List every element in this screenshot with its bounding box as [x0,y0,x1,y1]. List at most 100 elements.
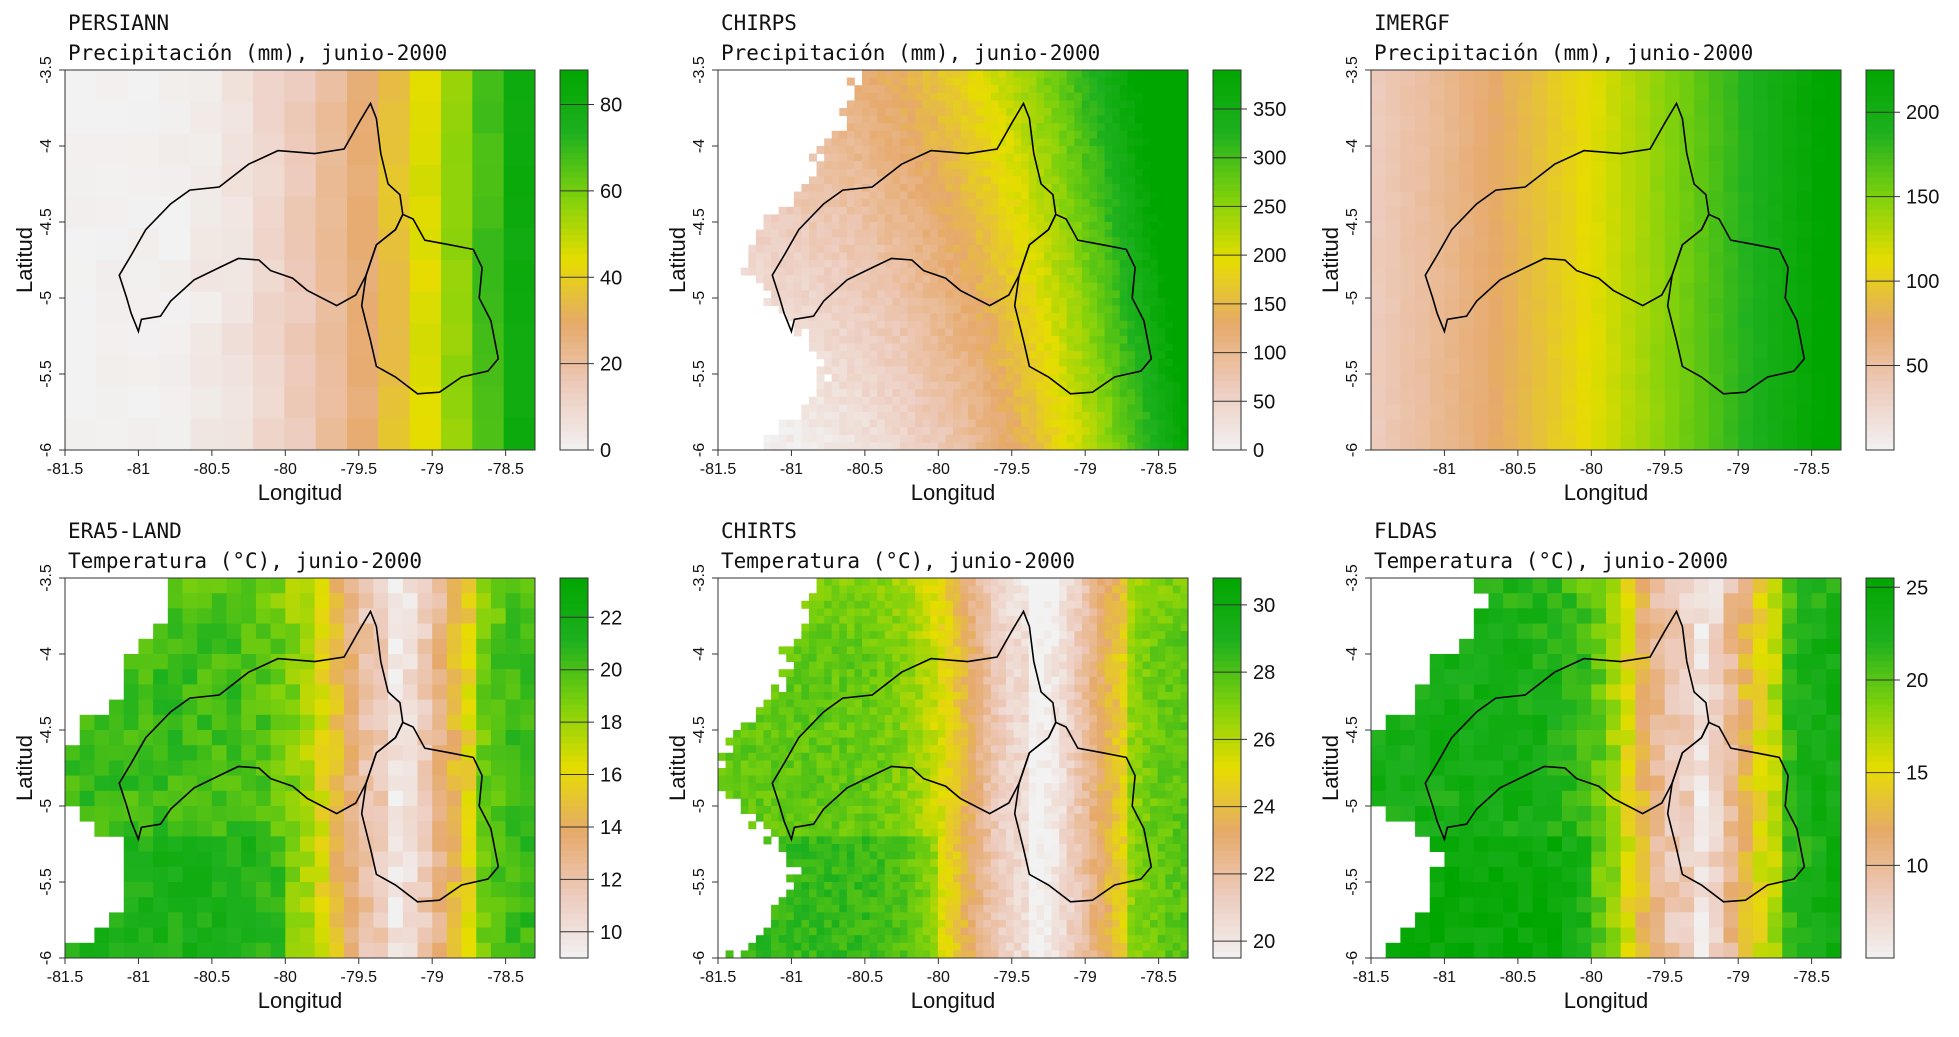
raster-cell [1089,100,1098,109]
raster-cell [253,101,285,134]
raster-cell [869,260,878,268]
raster-cell [1157,366,1166,375]
raster-cell [983,100,992,109]
raster-cell [190,291,223,324]
raster-cell [869,70,878,78]
raster-cell [1013,252,1022,261]
raster-cell [1561,161,1578,177]
raster-cell [1134,70,1143,78]
raster-cell [255,714,272,731]
raster-cell [1826,161,1842,177]
raster-cell [1679,434,1695,451]
raster-cell [123,760,139,776]
raster-cell [998,328,1007,337]
raster-cell [1503,206,1519,223]
colorbar-segment [560,945,588,953]
raster-cell [1517,237,1533,253]
raster-cell [748,260,757,268]
raster-cell [1006,77,1015,86]
raster-cell [975,161,984,170]
raster-cell [1679,328,1695,344]
raster-cell [1074,442,1083,451]
y-tick-label: -4 [1344,139,1361,153]
raster-cell [1488,176,1504,192]
raster-cell [1473,115,1489,132]
raster-cell [763,442,772,451]
raster-cell [1142,252,1151,261]
raster-cell [1036,206,1045,215]
raster-cell [1150,374,1159,382]
raster-cell [1013,396,1022,405]
raster-cell [846,305,855,314]
raster-cell [490,699,507,716]
raster-cell [793,237,802,246]
raster-cell [1013,222,1022,230]
raster-cell [1142,115,1151,124]
raster-cell [869,290,878,299]
raster-cell [1782,313,1798,329]
raster-cell [1142,404,1151,413]
raster-cell [937,298,946,306]
raster-cell [930,374,939,382]
raster-cell [1036,320,1045,329]
raster-cell [854,366,863,375]
raster-cell [824,427,833,436]
raster-cell [1371,85,1387,101]
raster-cell [503,418,536,451]
raster-cell [930,358,939,367]
raster-cell [284,291,317,324]
raster-cell [1013,404,1022,413]
raster-cell [159,355,191,388]
raster-cell [892,290,901,299]
raster-cell [869,123,878,132]
raster-cell [1036,419,1045,428]
raster-cell [998,434,1007,443]
colorbar-tick-label: 300 [1253,148,1286,170]
y-tick-label: -6 [38,951,55,965]
raster-cell [801,237,810,246]
raster-cell [1074,229,1083,238]
raster-cell [490,912,507,928]
raster-cell [846,351,855,360]
raster-cell [1473,206,1489,223]
raster-cell [388,623,404,640]
raster-cell [373,730,389,746]
raster-cell [1180,168,1189,177]
raster-cell [1097,585,1106,594]
raster-cell [801,404,810,413]
raster-cell [1811,374,1827,390]
raster-cell [816,328,825,337]
raster-cell [211,714,227,731]
raster-cell [998,222,1007,230]
raster-cell [358,730,374,746]
raster-cell [801,206,810,215]
raster-cell [892,123,901,132]
raster-cell [877,191,886,200]
raster-cell [1591,222,1607,238]
raster-cell [1172,578,1181,586]
raster-cell [1532,85,1548,101]
raster-cell [1043,123,1052,132]
raster-cell [930,206,939,215]
raster-cell [1142,374,1151,382]
raster-cell [1782,146,1798,162]
raster-cell [253,260,285,293]
raster-cell [1021,100,1030,109]
raster-cell [1172,313,1181,322]
raster-cell [975,600,984,609]
raster-cell [1767,343,1783,360]
raster-cell [877,153,886,162]
raster-cell [1172,434,1181,443]
raster-cell [869,191,878,200]
raster-cell [899,396,908,405]
y-axis-label: Latitud [665,227,690,293]
raster-cell [1059,275,1068,284]
raster-cell [983,313,992,322]
raster-cell [877,100,886,109]
raster-cell [1134,282,1143,291]
raster-cell [846,381,855,390]
raster-cell [1576,374,1592,390]
colorbar-segment [560,844,588,851]
raster-cell [1723,267,1739,284]
raster-cell [1036,404,1045,413]
